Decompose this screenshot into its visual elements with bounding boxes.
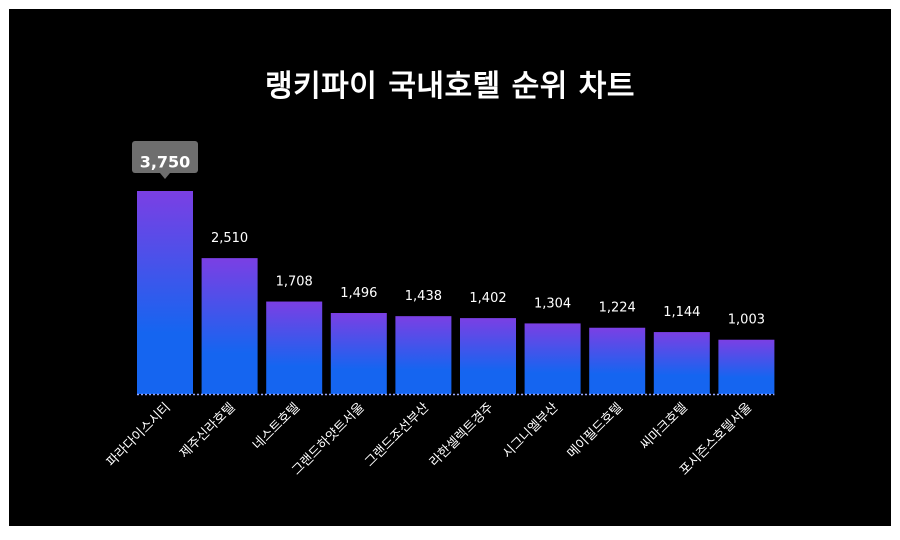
bar-7[interactable] [589, 327, 646, 394]
category-label-8: 씨마크호텔 [638, 400, 691, 453]
value-label-6: 1,304 [534, 296, 571, 311]
tooltip-pointer [160, 173, 170, 179]
value-label-4: 1,438 [405, 289, 442, 304]
bar-chart: 3,750 파라다이스시티 2,510 제주신라호텔 1,708 네스트호텔 1,496 그랜… [104, 141, 775, 478]
value-label-3: 1,496 [340, 286, 377, 301]
value-tooltip: 3,750 [132, 141, 198, 179]
value-label-8: 1,144 [663, 305, 700, 320]
value-label-7: 1,224 [599, 301, 636, 316]
category-label-0: 파라다이스시티 [104, 400, 174, 470]
value-label-9: 1,003 [728, 313, 765, 328]
bar-5[interactable] [460, 318, 516, 394]
value-label-5: 1,402 [469, 291, 506, 306]
value-label-0: 3,750 [140, 153, 191, 172]
tooltip-box [132, 141, 198, 173]
bar-1[interactable] [201, 258, 258, 394]
bar-3[interactable] [330, 313, 387, 394]
value-label-2: 1,708 [276, 275, 313, 290]
chart-title: 랭키파이 국내호텔 순위 차트 [264, 69, 636, 104]
category-label-1: 제주신라호텔 [177, 400, 238, 461]
category-label-6: 시그니엘부산 [500, 400, 561, 461]
value-label-1: 2,510 [211, 231, 248, 246]
bar-6[interactable] [524, 323, 581, 394]
bar-9[interactable] [718, 339, 775, 394]
bar-4[interactable] [395, 316, 452, 394]
chart-frame: 랭키파이 국내호텔 순위 차트 3,750 파라다이스시티 2,510 제주신라호텔 1… [9, 9, 891, 526]
bar-0[interactable] [137, 191, 193, 394]
category-label-7: 메이필드호텔 [565, 400, 626, 461]
category-label-5: 라한셀렉트경주 [427, 400, 497, 470]
category-label-2: 네스트호텔 [250, 400, 303, 453]
bar-8[interactable] [653, 332, 710, 394]
category-label-4: 그랜드조선부산 [362, 400, 432, 470]
bar-2[interactable] [266, 301, 323, 394]
